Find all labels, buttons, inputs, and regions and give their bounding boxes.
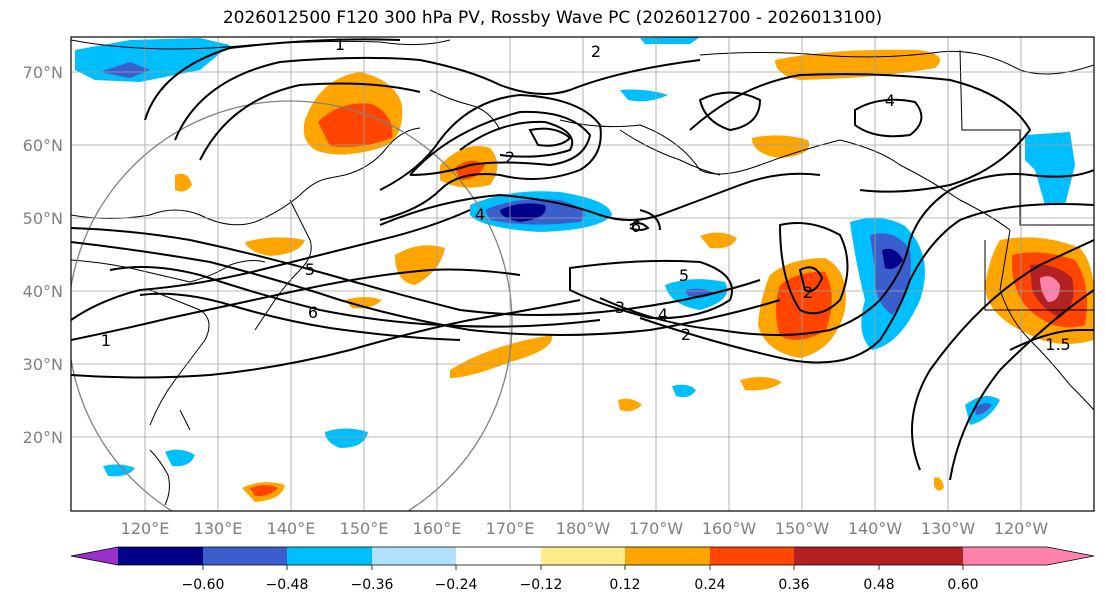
colorbar-tick-label: −0.24 — [435, 577, 478, 593]
longitude-labels: 120°E 130°E 140°E 150°E 160°E 170°E 180°… — [121, 519, 1049, 538]
contour-label: 3 — [615, 298, 625, 317]
colorbar-tick-label: 0.36 — [778, 577, 809, 593]
contour-label: 1 — [101, 331, 111, 350]
lon-label: 170°E — [486, 519, 535, 538]
colorbar-tick-label: 0.24 — [694, 577, 725, 593]
lat-label: 70°N — [23, 63, 63, 82]
lon-label: 150°W — [775, 519, 830, 538]
contour-label: 2 — [803, 283, 813, 302]
contour-label: 4 — [475, 205, 485, 224]
plot-title: 2026012500 F120 300 hPa PV, Rossby Wave … — [222, 8, 883, 28]
lon-label: 140°E — [267, 519, 316, 538]
colorbar-segment — [963, 547, 1094, 565]
lon-label: 180°W — [556, 519, 611, 538]
pv-contours — [71, 38, 1094, 481]
colorbar-outline — [70, 546, 1095, 566]
map-area — [71, 37, 1094, 511]
colorbar-tick-label: −0.12 — [520, 577, 563, 593]
lat-label: 40°N — [23, 282, 63, 301]
contour-label: 1 — [335, 35, 345, 54]
contour-label: 4 — [658, 305, 668, 324]
colorbar-tick-label: 0.12 — [609, 577, 640, 593]
lon-label: 150°E — [340, 519, 389, 538]
colorbar-segment — [118, 547, 203, 565]
lat-label: 50°N — [23, 209, 63, 228]
colorbar-segment — [372, 547, 456, 565]
colorbar-tick-label: −0.60 — [182, 577, 225, 593]
contour-label: 6 — [308, 303, 318, 322]
contour-label: 5 — [305, 260, 315, 279]
contour-label: 1.5 — [1045, 335, 1070, 354]
colorbar-tick-label: −0.36 — [351, 577, 394, 593]
colorbar-tick-label: 0.48 — [863, 577, 894, 593]
lat-label: 60°N — [23, 136, 63, 155]
colorbar-segment — [794, 547, 879, 565]
lon-label: 130°E — [194, 519, 243, 538]
colorbar-segment — [203, 547, 287, 565]
contour-label: 2 — [505, 148, 515, 167]
contour-labels: 1 2 2 4 6 4 5 6 3 5 4 2 2 1 1.5 — [101, 35, 1071, 354]
colorbar-segment — [456, 547, 541, 565]
lon-label: 160°E — [413, 519, 462, 538]
colorbar-tick-label: −0.48 — [266, 577, 309, 593]
contour-label: 5 — [679, 266, 689, 285]
contour-label: 2 — [591, 42, 601, 61]
contour-label: 2 — [681, 325, 691, 344]
lat-label: 20°N — [23, 428, 63, 447]
colorbar-segment — [879, 547, 963, 565]
lon-label: 160°W — [702, 519, 757, 538]
lon-label: 130°W — [921, 519, 976, 538]
lon-label: 120°W — [994, 519, 1049, 538]
colorbar-segment — [287, 547, 372, 565]
colorbar-segment — [541, 547, 625, 565]
latitude-labels: 70°N 60°N 50°N 40°N 30°N 20°N — [23, 63, 63, 447]
colorbar-segment — [710, 547, 794, 565]
contour-label: 6 — [631, 217, 641, 236]
map-frame — [70, 36, 1095, 512]
lat-label: 30°N — [23, 355, 63, 374]
lon-label: 140°W — [848, 519, 903, 538]
contour-label: 4 — [885, 91, 895, 110]
gridlines — [71, 37, 1094, 511]
colorbar-segment — [625, 547, 710, 565]
lon-label: 170°W — [629, 519, 684, 538]
radius-circle — [71, 100, 513, 511]
colorbar-tick-label: 0.60 — [947, 577, 978, 593]
lon-label: 120°E — [121, 519, 170, 538]
colorbar: −0.60 −0.48 −0.36 −0.24 −0.12 0.12 0.24 … — [70, 546, 1095, 593]
colorbar-segment — [71, 547, 118, 565]
